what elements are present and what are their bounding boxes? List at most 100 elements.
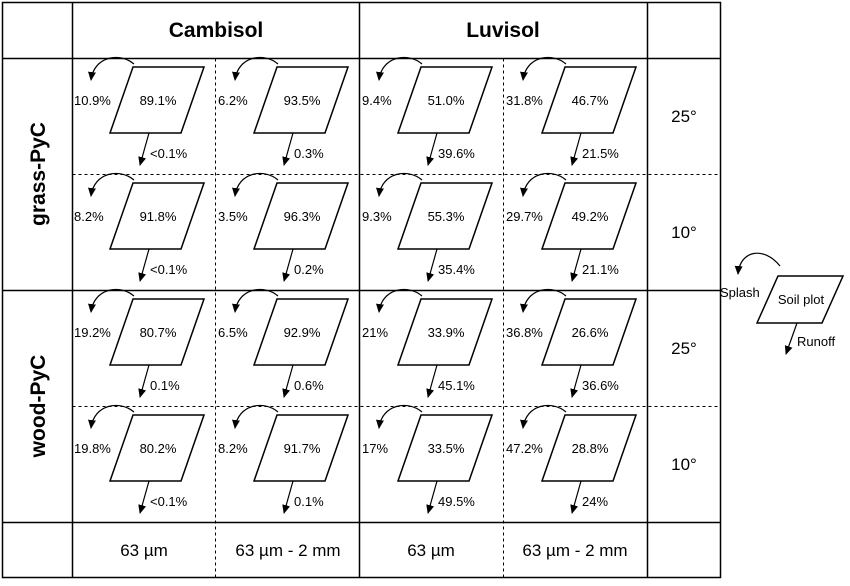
runoff-arrow [282, 364, 294, 398]
runoff-value: 45.1% [438, 378, 475, 393]
splash-value: 8.2% [218, 441, 248, 456]
runoff-value: 0.2% [294, 262, 324, 277]
splash-arrow [232, 56, 279, 81]
soil-plot-value: 80.7% [140, 325, 177, 340]
runoff-value: 0.1% [294, 494, 324, 509]
column-header-cambisol: Cambisol [169, 19, 264, 42]
runoff-arrow [570, 480, 582, 514]
runoff-arrow [138, 132, 150, 166]
splash-value: 3.5% [218, 209, 248, 224]
runoff-value: 0.3% [294, 146, 324, 161]
cell-glyph: 47.2% 28.8% 24% [506, 404, 638, 514]
soil-plot-value: 92.9% [284, 325, 321, 340]
soil-plot-shape [252, 414, 350, 482]
soil-plot-value: 96.3% [284, 209, 321, 224]
cell-glyph: 21% 33.9% 45.1% [362, 288, 494, 398]
legend-splash-label: Splash [720, 285, 760, 300]
runoff-value: 36.6% [582, 378, 619, 393]
splash-arrow [88, 172, 135, 197]
splash-value: 19.8% [74, 441, 111, 456]
soil-plot-value: 93.5% [284, 93, 321, 108]
runoff-arrow [426, 132, 438, 166]
cell-glyph: 6.2% 93.5% 0.3% [218, 56, 350, 166]
runoff-arrow [282, 248, 294, 282]
soil-plot-value: 49.2% [572, 209, 609, 224]
soil-plot-value: 91.7% [284, 441, 321, 456]
runoff-arrow [426, 480, 438, 514]
soil-plot-value: 46.7% [572, 93, 609, 108]
splash-value: 9.4% [362, 93, 392, 108]
cell-glyph: 19.8% 80.2% <0.1% [74, 404, 206, 514]
legend-plot-shape [755, 275, 845, 324]
splash-arrow [520, 288, 567, 313]
splash-value: 21% [362, 325, 388, 340]
splash-value: 29.7% [506, 209, 543, 224]
runoff-value: 21.5% [582, 146, 619, 161]
splash-value: 10.9% [74, 93, 111, 108]
soil-plot-shape [540, 298, 638, 366]
soil-plot-value: 33.5% [428, 441, 465, 456]
runoff-arrow [282, 480, 294, 514]
splash-arrow [232, 404, 279, 429]
splash-value: 9.3% [362, 209, 392, 224]
splash-value: 19.2% [74, 325, 111, 340]
legend-plot-label: Soil plot [778, 292, 825, 307]
cell-glyph: 8.2% 91.8% <0.1% [74, 172, 206, 282]
cell-glyph: 10.9% 89.1% <0.1% [74, 56, 206, 166]
legend-splash-arrow [734, 252, 781, 275]
runoff-arrow [570, 364, 582, 398]
cell-glyph: 9.3% 55.3% 35.4% [362, 172, 494, 282]
cell-glyph: 36.8% 26.6% 36.6% [506, 288, 638, 398]
legend-runoff-label: Runoff [797, 334, 835, 349]
splash-arrow [232, 172, 279, 197]
cell-glyphs: 10.9% 89.1% <0.1% 6.2% 93.5% 0.3% 9.4% 51.0% 39.… [74, 56, 638, 514]
soil-plot-value: 89.1% [140, 93, 177, 108]
cell-glyph: 6.5% 92.9% 0.6% [218, 288, 350, 398]
splash-value: 6.2% [218, 93, 248, 108]
legend-runoff-arrow [784, 322, 798, 355]
runoff-value: 24% [582, 494, 608, 509]
soil-plot-shape [108, 66, 206, 134]
runoff-value: 21.1% [582, 262, 619, 277]
runoff-value: <0.1% [150, 262, 188, 277]
soil-plot-shape [540, 66, 638, 134]
splash-arrow [232, 288, 279, 313]
runoff-arrow [138, 480, 150, 514]
slope-label: 25° [671, 107, 697, 126]
runoff-value: 0.1% [150, 378, 180, 393]
soil-plot-value: 51.0% [428, 93, 465, 108]
runoff-value: <0.1% [150, 146, 188, 161]
runoff-arrow [570, 132, 582, 166]
runoff-arrow [570, 248, 582, 282]
runoff-value: 39.6% [438, 146, 475, 161]
row-header-wood-pyc: wood-PyC [27, 355, 50, 459]
splash-arrow [88, 404, 135, 429]
runoff-value: 0.6% [294, 378, 324, 393]
soil-plot-shape [108, 414, 206, 482]
soil-plot-shape [396, 414, 494, 482]
soil-plot-shape [396, 66, 494, 134]
runoff-arrow [426, 248, 438, 282]
soil-plot-value: 91.8% [140, 209, 177, 224]
splash-value: 36.8% [506, 325, 543, 340]
splash-value: 8.2% [74, 209, 104, 224]
cell-glyph: 19.2% 80.7% 0.1% [74, 288, 206, 398]
soil-plot-shape [396, 298, 494, 366]
splash-arrow [520, 404, 567, 429]
splash-arrow [376, 288, 423, 313]
cell-glyph: 17% 33.5% 49.5% [362, 404, 494, 514]
soil-plot-shape [540, 182, 638, 250]
runoff-arrow [138, 364, 150, 398]
splash-arrow [376, 56, 423, 81]
runoff-arrow [282, 132, 294, 166]
splash-value: 31.8% [506, 93, 543, 108]
runoff-value: 49.5% [438, 494, 475, 509]
soil-plot-value: 33.9% [428, 325, 465, 340]
soil-plot-value: 26.6% [572, 325, 609, 340]
splash-arrow [520, 56, 567, 81]
splash-value: 6.5% [218, 325, 248, 340]
size-label: 63 µm - 2 mm [235, 541, 340, 560]
splash-value: 17% [362, 441, 388, 456]
soil-plot-shape [540, 414, 638, 482]
